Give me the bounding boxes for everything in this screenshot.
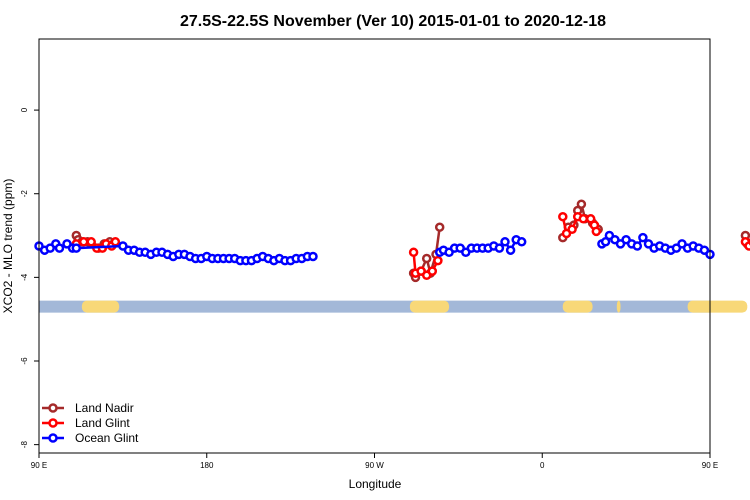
y-tick-label: -2 [20, 190, 29, 198]
data-point [71, 243, 82, 253]
legend-marker [48, 403, 58, 413]
data-point [558, 211, 568, 222]
y-tick-label: -6 [20, 357, 29, 365]
y-axis: 0 -2 -4 -6 -8 [20, 107, 39, 448]
y-axis-label: XCO2 - MLO trend (ppm) [1, 179, 15, 314]
data-point [434, 222, 445, 232]
data-point [433, 255, 443, 266]
x-tick-label: 90 E [31, 461, 47, 470]
land-strip-span [562, 300, 593, 313]
data-point [110, 237, 121, 247]
data-point [86, 237, 96, 247]
data-point [54, 243, 65, 253]
legend-item: Land Nadir [42, 401, 134, 415]
series-layer [34, 199, 750, 283]
data-point [567, 224, 577, 235]
x-tick-label: 90 W [365, 461, 384, 470]
data-point [427, 266, 438, 276]
data-point [78, 237, 89, 247]
chart-title: 27.5S-22.5S November (Ver 10) 2015-01-01… [180, 13, 606, 30]
data-point [308, 251, 318, 262]
x-tick-label: 180 [200, 461, 214, 470]
land-strip-span [687, 300, 748, 313]
data-point [578, 214, 589, 224]
land-strip-span [616, 300, 621, 313]
legend-marker [48, 418, 58, 428]
data-point [505, 245, 516, 255]
legend-item: Ocean Glint [42, 431, 139, 445]
data-point [576, 199, 587, 209]
x-axis: 90 E 180 90 W 0 90 E [31, 453, 718, 470]
legend-label: Land Glint [75, 416, 130, 430]
y-tick-label: -4 [20, 273, 29, 281]
land-strip-span [81, 300, 120, 313]
legend-item: Land Glint [42, 416, 130, 430]
y-tick-label: 0 [20, 107, 29, 112]
land-strip-span [409, 300, 450, 313]
land-ocean-strip [39, 300, 748, 313]
data-point [516, 237, 527, 247]
x-axis-label: Longitude [349, 477, 402, 491]
legend-marker [48, 433, 58, 443]
legend-label: Land Nadir [75, 401, 134, 415]
data-point [591, 226, 602, 237]
data-point [408, 247, 419, 258]
data-point [638, 232, 648, 243]
data-point [421, 253, 432, 264]
data-point [632, 241, 643, 251]
series-ocean-glint [34, 230, 715, 266]
y-tick-label: -8 [20, 441, 29, 449]
plot-frame [38, 38, 711, 454]
x-tick-label: 0 [540, 461, 545, 470]
ocean-strip [39, 300, 710, 313]
data-point [494, 243, 505, 253]
data-point [500, 237, 510, 247]
legend-label: Ocean Glint [75, 431, 139, 445]
x-tick-label: 90 E [702, 461, 718, 470]
